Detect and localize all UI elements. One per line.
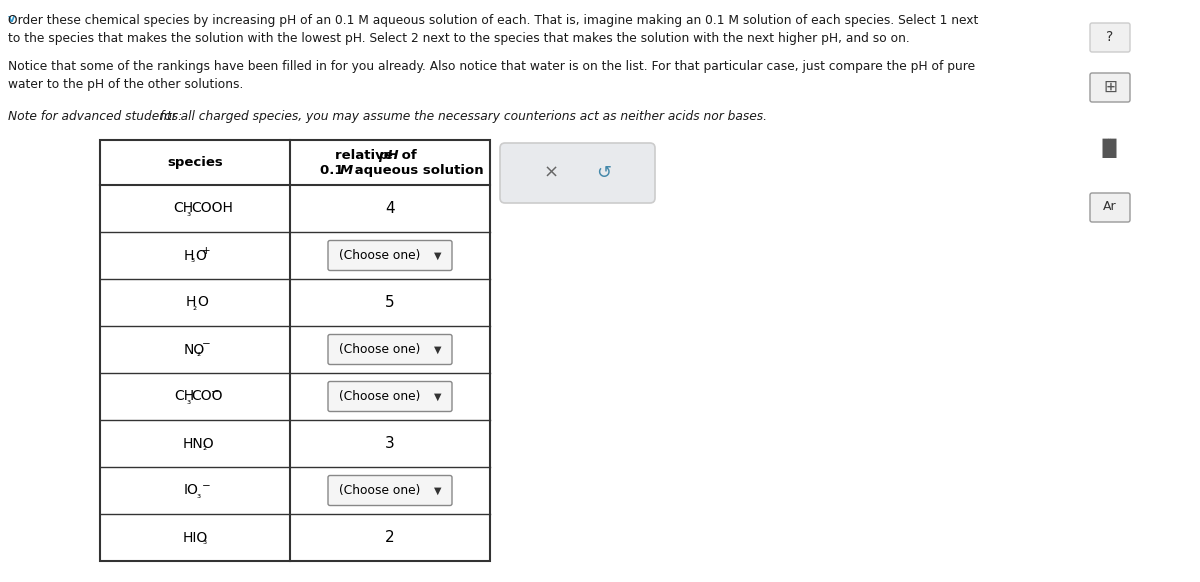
Text: 4: 4 [385,201,395,216]
Text: HNO: HNO [182,436,215,450]
Text: ▼: ▼ [434,485,442,495]
FancyBboxPatch shape [1090,23,1130,52]
Text: 0.1: 0.1 [320,164,348,177]
Text: HIO: HIO [182,531,208,545]
Bar [100,140,490,561]
Text: ₃: ₃ [186,208,191,218]
FancyBboxPatch shape [328,335,452,364]
Text: COOH: COOH [191,201,233,215]
Text: CH: CH [174,389,194,403]
Text: Order these chemical species by increasing pH of an 0.1 M aqueous solution of ea: Order these chemical species by increasi… [8,14,978,27]
Text: ₃: ₃ [203,537,206,546]
Text: Ar: Ar [1103,201,1117,214]
FancyBboxPatch shape [328,381,452,411]
Text: 5: 5 [385,295,395,310]
Text: O: O [197,296,209,310]
Text: ₃: ₃ [187,396,191,406]
Text: NO: NO [184,342,205,357]
Text: of: of [397,149,416,162]
Text: ⊞: ⊞ [1103,78,1117,96]
Text: −: − [211,386,220,396]
Text: ?: ? [1106,30,1114,44]
Text: ▼: ▼ [434,392,442,402]
Text: ▐▌: ▐▌ [1096,139,1126,158]
Text: IO: IO [184,484,198,498]
Text: ▼: ▼ [434,250,442,261]
Text: −: − [202,339,210,350]
Text: Notice that some of the rankings have been filled in for you already. Also notic: Notice that some of the rankings have be… [8,60,976,73]
FancyBboxPatch shape [328,240,452,271]
Text: H: H [184,249,194,262]
Text: ₂: ₂ [203,442,206,452]
Text: pH: pH [378,149,398,162]
Text: ↺: ↺ [596,164,611,182]
Text: aqueous solution: aqueous solution [350,164,484,177]
FancyBboxPatch shape [1090,73,1130,102]
Text: (Choose one): (Choose one) [340,343,421,356]
Text: water to the pH of the other solutions.: water to the pH of the other solutions. [8,78,244,91]
Text: (Choose one): (Choose one) [340,390,421,403]
FancyBboxPatch shape [1090,193,1130,222]
FancyBboxPatch shape [328,475,452,506]
Text: ₃: ₃ [190,254,194,264]
Text: COO: COO [192,389,223,403]
Text: M: M [340,164,353,177]
Text: O: O [194,249,206,262]
Text: ×: × [544,164,559,182]
Text: +: + [202,246,210,255]
Text: ▼: ▼ [434,345,442,354]
Text: to the species that makes the solution with the lowest pH. Select 2 next to the : to the species that makes the solution w… [8,32,910,45]
Text: ₂: ₂ [197,349,200,359]
Text: relative: relative [335,149,397,162]
FancyBboxPatch shape [500,143,655,203]
Text: Note for advanced students:: Note for advanced students: [8,110,182,123]
Text: species: species [167,156,223,169]
Text: v: v [8,14,16,24]
Text: 3: 3 [385,436,395,451]
Text: H: H [186,296,197,310]
Text: for all charged species, you may assume the necessary counterions act as neither: for all charged species, you may assume … [156,110,767,123]
Text: CH: CH [173,201,193,215]
Text: (Choose one): (Choose one) [340,484,421,497]
Text: ₃: ₃ [197,489,200,499]
Text: ₂: ₂ [192,301,197,311]
Text: −: − [202,481,210,491]
Text: (Choose one): (Choose one) [340,249,421,262]
Text: 2: 2 [385,530,395,545]
